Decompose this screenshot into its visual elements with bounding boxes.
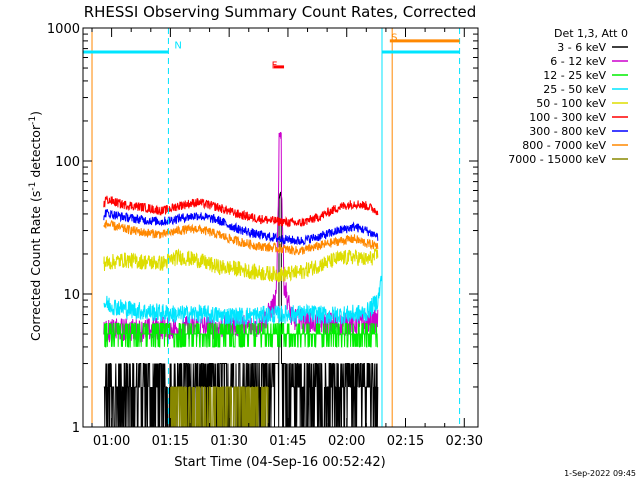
chart-title: RHESSI Observing Summary Count Rates, Co… xyxy=(84,3,477,21)
x-tick-label-2: 01:30 xyxy=(210,434,247,449)
series-line-7 xyxy=(103,219,379,256)
x-axis-label: Start Time (04-Sep-16 00:52:42) xyxy=(174,455,385,470)
y-axis-label: Corrected Count Rate (s-1 detector-1) xyxy=(28,111,43,341)
plot-frame xyxy=(82,27,479,428)
x-tick-label-5: 02:15 xyxy=(387,434,424,449)
y-tick-label-2: 100 xyxy=(55,155,80,170)
legend-label-7: 800 - 7000 keV xyxy=(522,139,606,152)
series-line-8 xyxy=(169,386,269,428)
series-line-4 xyxy=(103,248,379,283)
y-tick-label-3: 1000 xyxy=(47,22,80,37)
legend-title: Det 1,3, Att 0 xyxy=(554,27,628,40)
series-line-6 xyxy=(103,209,379,246)
x-tick-label-3: 01:45 xyxy=(269,434,306,449)
y-tick-label-0: 1 xyxy=(72,421,80,436)
y-tick-label-1: 10 xyxy=(63,288,80,303)
annotation-s: S xyxy=(391,33,397,44)
series-line-2 xyxy=(103,323,378,348)
series-line-3 xyxy=(103,275,382,327)
x-tick-label-0: 01:00 xyxy=(93,434,130,449)
legend-label-2: 12 - 25 keV xyxy=(543,69,606,82)
legend-label-1: 6 - 12 keV xyxy=(550,55,606,68)
x-tick-label-4: 02:00 xyxy=(328,434,365,449)
x-tick-label-6: 02:30 xyxy=(446,434,483,449)
series-line-5 xyxy=(103,195,379,228)
legend-label-4: 50 - 100 keV xyxy=(536,97,606,110)
legend-label-5: 100 - 300 keV xyxy=(529,111,606,124)
legend-label-8: 7000 - 15000 keV xyxy=(508,153,606,166)
legend-label-6: 300 - 800 keV xyxy=(529,125,606,138)
footer-date: 1-Sep-2022 09:45 xyxy=(564,469,636,478)
x-tick-label-1: 01:15 xyxy=(152,434,189,449)
legend-label-3: 25 - 50 keV xyxy=(543,83,606,96)
legend-label-0: 3 - 6 keV xyxy=(557,41,606,54)
annotation-n: N xyxy=(174,41,181,52)
annotation-f: F xyxy=(272,61,278,72)
